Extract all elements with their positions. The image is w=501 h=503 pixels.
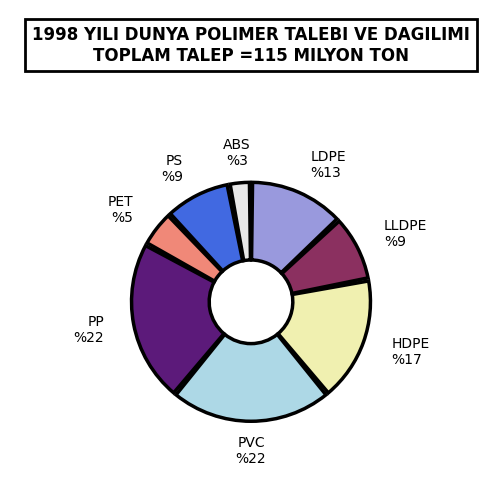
- Text: PP
%22: PP %22: [74, 315, 104, 345]
- Text: PET
%5: PET %5: [107, 195, 133, 225]
- Text: LDPE
%13: LDPE %13: [310, 150, 345, 180]
- Text: ABS
%3: ABS %3: [222, 138, 250, 168]
- Wedge shape: [131, 245, 223, 393]
- Wedge shape: [229, 183, 250, 261]
- Wedge shape: [176, 334, 325, 422]
- Text: PS
%9: PS %9: [161, 153, 183, 184]
- Wedge shape: [147, 216, 221, 281]
- Text: LLDPE
%9: LLDPE %9: [383, 219, 426, 249]
- Text: 1998 YILI DUNYA POLIMER TALEBI VE DAGILIMI
TOPLAM TALEP =115 MILYON TON: 1998 YILI DUNYA POLIMER TALEBI VE DAGILI…: [32, 26, 469, 65]
- Wedge shape: [278, 281, 370, 393]
- Wedge shape: [170, 185, 242, 271]
- Text: PVC
%22: PVC %22: [235, 436, 266, 466]
- Text: HDPE
%17: HDPE %17: [391, 338, 429, 368]
- Wedge shape: [281, 221, 367, 293]
- Wedge shape: [251, 183, 336, 273]
